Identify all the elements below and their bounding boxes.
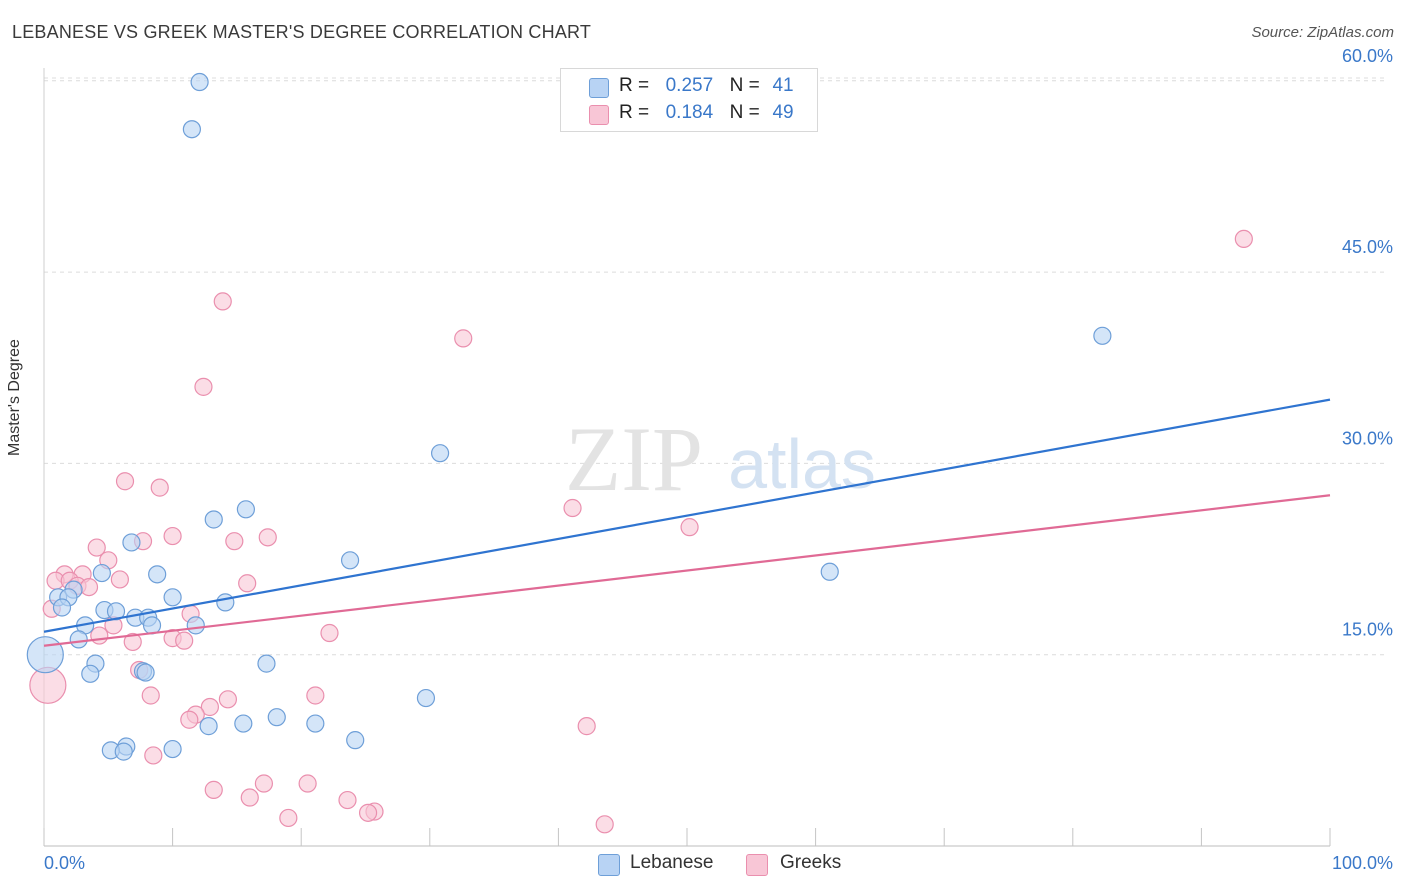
lebanese-point (199, 717, 218, 736)
lebanese-point (306, 714, 325, 733)
lebanese-swatch (598, 854, 620, 876)
lebanese-point (148, 565, 167, 584)
lebanese-point (92, 563, 111, 583)
greeks-point (225, 532, 244, 551)
legend-r-label: R = (619, 75, 650, 96)
greeks-point (595, 815, 614, 834)
x-tick-label-min: 0.0% (44, 853, 85, 873)
lebanese-point (26, 636, 64, 674)
lebanese-point (430, 444, 450, 463)
lebanese-point (136, 663, 155, 682)
greeks-point (144, 746, 163, 765)
lebanese-point (257, 654, 276, 673)
legend-label-lebanese: Lebanese (630, 852, 714, 873)
tick-labels: 15.0% 30.0% 45.0% 60.0% 0.0% 100.0% (44, 46, 1393, 873)
greeks-point (680, 518, 699, 537)
lebanese-point (142, 616, 162, 635)
greeks-point (306, 686, 325, 705)
lebanese-point (114, 742, 133, 761)
y-tick-label: 15.0% (1342, 620, 1393, 640)
greeks-point (141, 686, 160, 705)
greeks-point (454, 329, 473, 348)
greeks-point (338, 790, 357, 810)
lebanese-point (416, 688, 436, 708)
greeks-point (1234, 229, 1253, 249)
lebanese-point (204, 510, 223, 529)
greeks-point (240, 788, 259, 807)
greeks-point (115, 472, 135, 491)
lebanese-point (163, 588, 182, 607)
greeks-point (358, 803, 378, 822)
chart-title: LEBANESE VS GREEK MASTER'S DEGREE CORREL… (12, 22, 592, 42)
legend-n-value-lebanese: 41 (772, 75, 794, 96)
legend-r-value-greeks: 0.184 (665, 102, 714, 123)
lebanese-point (122, 533, 141, 552)
lebanese-trend-line (43, 398, 1331, 633)
watermark-atlas: atlas (728, 425, 876, 503)
lebanese-point (190, 72, 209, 92)
greeks-swatch (589, 105, 609, 125)
legend-r-label: R = (619, 102, 650, 123)
lebanese-point (340, 551, 360, 570)
axes (43, 68, 1331, 847)
lebanese-point (182, 120, 201, 139)
greeks-point (238, 574, 257, 593)
legend-n-value-greeks: 49 (772, 102, 794, 123)
x-tick-label-max: 100.0% (1332, 853, 1393, 873)
greeks-point (577, 717, 596, 736)
greeks-point (180, 710, 199, 729)
y-tick-label: 45.0% (1342, 237, 1393, 257)
greeks-point (279, 808, 298, 828)
lebanese-point (236, 500, 256, 519)
y-tick-label: 60.0% (1342, 46, 1393, 66)
greeks-point (150, 478, 169, 497)
lebanese-swatch (589, 78, 609, 98)
greeks-point (79, 577, 99, 597)
lebanese-point (267, 708, 286, 727)
lebanese-point (163, 739, 182, 759)
greeks-point (110, 570, 129, 589)
legend-n-label: N = (729, 102, 760, 123)
greeks-point (90, 626, 109, 645)
greeks-point (123, 632, 142, 652)
greeks-point (218, 690, 237, 709)
lebanese-point (820, 562, 839, 581)
lebanese-point (346, 731, 365, 750)
stats-legend: R = 0.257 N = 41 R = 0.184 N = 49 (560, 68, 818, 132)
legend-n-label: N = (729, 75, 760, 96)
greeks-point (563, 498, 582, 518)
data-points (26, 72, 1253, 834)
greeks-point (298, 774, 317, 793)
greeks-point (87, 538, 106, 557)
lebanese-point (216, 593, 235, 612)
lebanese-point (52, 598, 72, 617)
lebanese-point (81, 664, 100, 683)
trend-lines (43, 398, 1331, 647)
lebanese-point (1093, 326, 1112, 345)
greeks-swatch (746, 854, 768, 876)
greeks-point (175, 631, 194, 650)
legend-label-greeks: Greeks (780, 852, 842, 873)
greeks-point (200, 697, 219, 717)
y-tick-label: 30.0% (1342, 428, 1393, 448)
greeks-point (213, 292, 232, 311)
greeks-point (320, 623, 339, 643)
legend-r-value-lebanese: 0.257 (665, 75, 714, 96)
greeks-point (194, 377, 213, 396)
source-note: Source: ZipAtlas.com (1251, 24, 1394, 41)
greeks-point (254, 774, 274, 793)
greeks-point (163, 526, 182, 546)
lebanese-point (69, 630, 88, 649)
greeks-trend-line (43, 494, 1331, 647)
lebanese-point (186, 616, 205, 635)
lebanese-point (234, 714, 253, 733)
greeks-point (258, 528, 277, 547)
watermark-zip: ZIP (565, 408, 703, 510)
greeks-point (204, 780, 223, 799)
watermark: ZIP atlas (565, 408, 876, 510)
